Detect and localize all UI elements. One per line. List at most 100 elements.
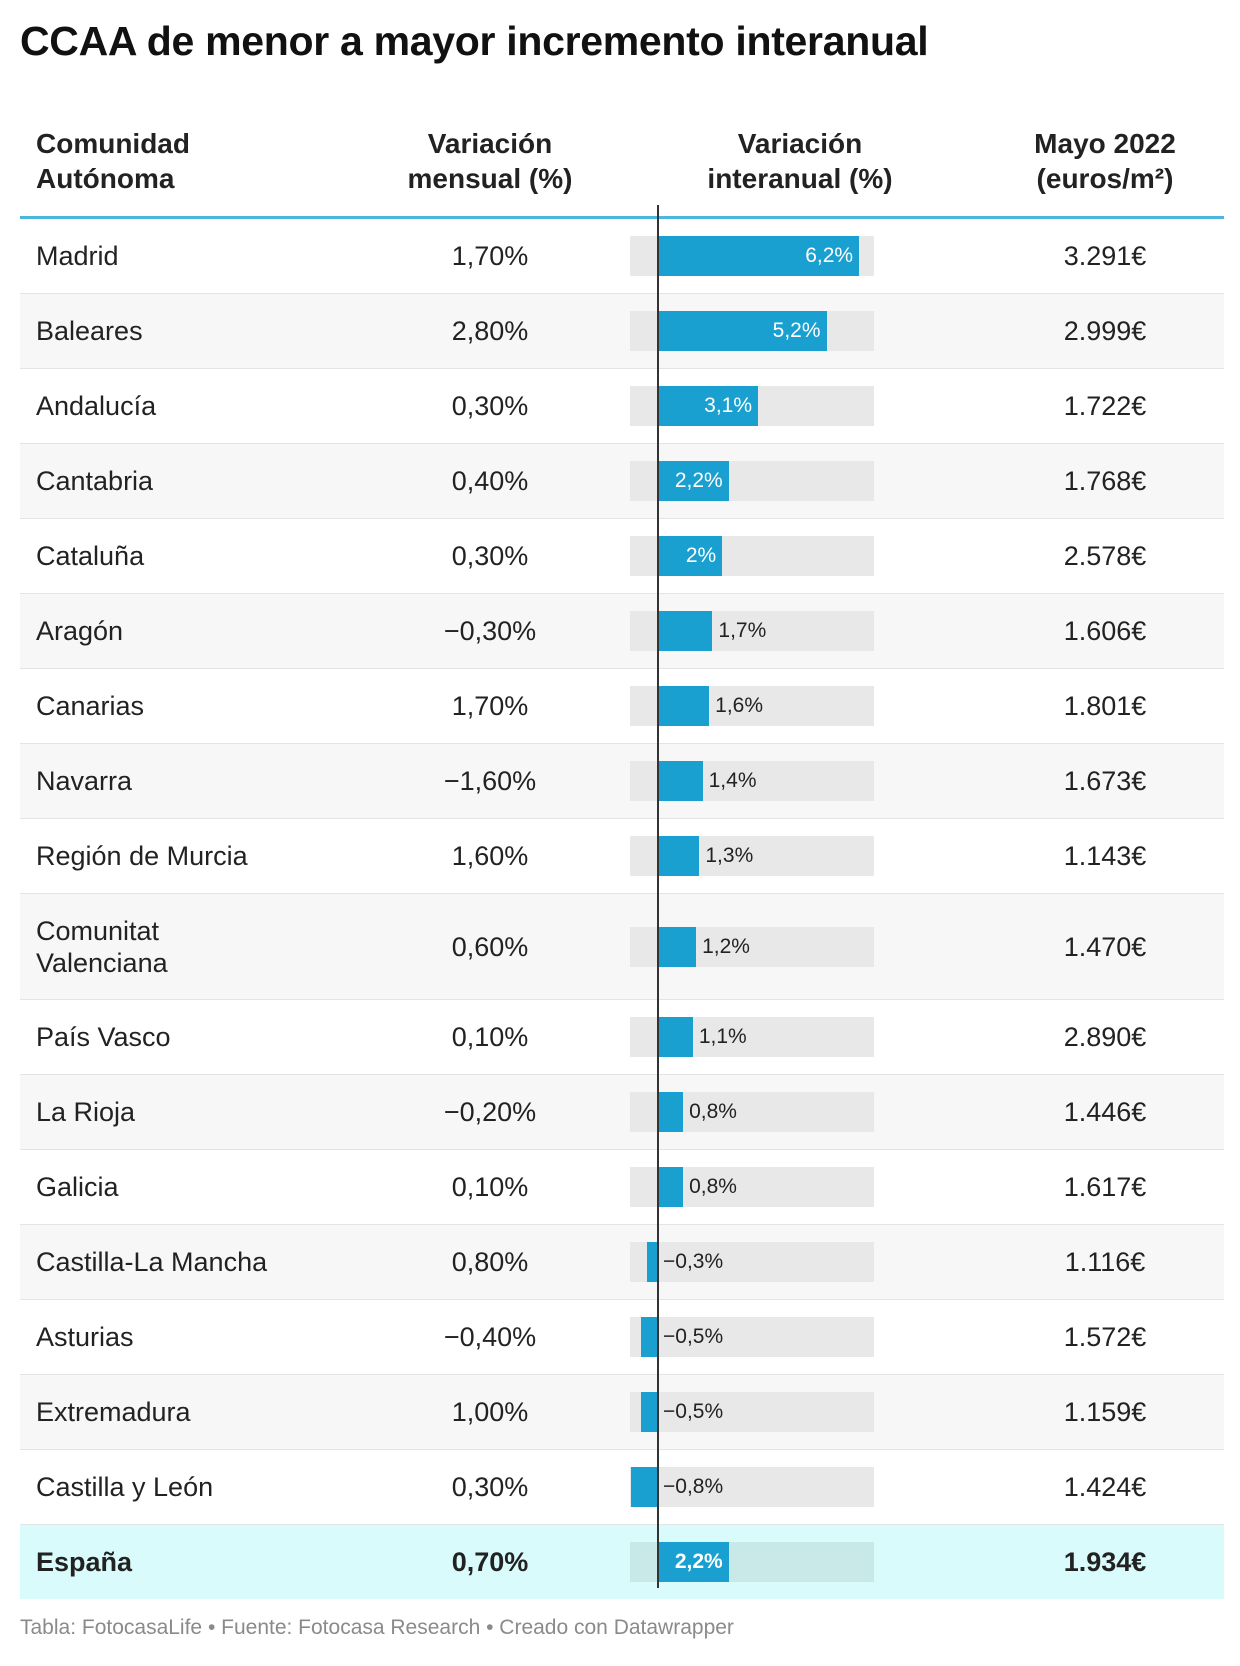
cell-precio: 1.143€ bbox=[1063, 841, 1147, 871]
cell-variacion-mensual: 0,40% bbox=[451, 466, 529, 496]
header-interanual-line1: Variación bbox=[737, 128, 863, 159]
bar-interanual bbox=[657, 311, 827, 351]
bar-interanual bbox=[657, 1092, 684, 1132]
cell-comunidad: España bbox=[36, 1547, 133, 1577]
bar-value-label: 2% bbox=[685, 544, 717, 567]
header-comunidad-line1: Comunidad bbox=[36, 128, 190, 159]
bar-track bbox=[630, 1467, 874, 1507]
cell-variacion-mensual: 1,70% bbox=[451, 691, 529, 721]
bar-interanual bbox=[657, 686, 710, 726]
bar-interanual bbox=[657, 1017, 693, 1057]
cell-precio: 1.606€ bbox=[1063, 616, 1147, 646]
cell-comunidad: Andalucía bbox=[36, 391, 157, 421]
bar-value-label: 0,8% bbox=[689, 1100, 737, 1123]
table-row-total: España 0,70% 2,2% 1.934€ bbox=[20, 1525, 1224, 1599]
bar-value-label: 6,2% bbox=[805, 244, 854, 267]
table-row: Cataluña 0,30% 2% 2.578€ bbox=[20, 519, 1224, 594]
bar-value-label: 0,8% bbox=[689, 1175, 737, 1198]
cell-variacion-mensual: 1,00% bbox=[451, 1397, 529, 1427]
cell-variacion-mensual: 1,70% bbox=[451, 241, 529, 271]
cell-variacion-mensual: 0,30% bbox=[451, 1472, 529, 1502]
cell-variacion-mensual: 1,60% bbox=[451, 841, 529, 871]
cell-precio: 1.470€ bbox=[1063, 931, 1147, 962]
bar-interanual bbox=[657, 1542, 729, 1582]
cell-precio: 1.801€ bbox=[1063, 691, 1147, 721]
bar-value-label: −0,5% bbox=[663, 1400, 724, 1423]
header-precio-line2: (euros/m²) bbox=[1036, 163, 1174, 194]
cell-variacion-mensual: −0,40% bbox=[443, 1322, 537, 1352]
bar-value-label: 1,6% bbox=[715, 694, 764, 717]
cell-precio: 3.291€ bbox=[1063, 241, 1147, 271]
cell-variacion-mensual: 0,30% bbox=[451, 541, 529, 571]
cell-comunidad: Extremadura bbox=[36, 1397, 191, 1427]
table-row: Extremadura 1,00% −0,5% 1.159€ bbox=[20, 1375, 1224, 1450]
bar-value-label: 2,2% bbox=[674, 1550, 723, 1573]
bar-value-label: 1,3% bbox=[705, 844, 754, 867]
cell-variacion-mensual: 0,10% bbox=[451, 1172, 529, 1202]
cell-variacion-mensual: 0,10% bbox=[451, 1022, 529, 1052]
cell-comunidad: Cataluña bbox=[36, 541, 145, 571]
bar-track bbox=[630, 1242, 874, 1282]
bar-interanual bbox=[657, 761, 703, 801]
table-row: Baleares 2,80% 5,2% 2.999€ bbox=[20, 294, 1224, 369]
cell-precio: 1.572€ bbox=[1063, 1322, 1147, 1352]
header-variacion-interanual[interactable]: Variación interanual (%) bbox=[635, 126, 965, 196]
cell-comunidad: Navarra bbox=[36, 766, 133, 796]
table-row: Galicia 0,10% 0,8% 1.617€ bbox=[20, 1150, 1224, 1225]
bar-track bbox=[630, 1317, 874, 1357]
bar-interanual bbox=[657, 836, 700, 876]
table-row: La Rioja −0,20% 0,8% 1.446€ bbox=[20, 1075, 1224, 1150]
table-row: País Vasco 0,10% 1,1% 2.890€ bbox=[20, 1000, 1224, 1075]
bar-value-label: 5,2% bbox=[772, 319, 821, 342]
cell-variacion-mensual: 0,80% bbox=[451, 1247, 529, 1277]
bar-interanual bbox=[657, 236, 860, 276]
footer-credits: Tabla: FotocasaLife • Fuente: Fotocasa R… bbox=[20, 1616, 734, 1639]
header-variacion-mensual[interactable]: Variación mensual (%) bbox=[325, 126, 655, 196]
header-mensual-line1: Variación bbox=[427, 128, 553, 159]
cell-comunidad: Madrid bbox=[36, 241, 119, 271]
table-row: Asturias −0,40% −0,5% 1.572€ bbox=[20, 1300, 1224, 1375]
cell-variacion-mensual: 0,30% bbox=[451, 391, 529, 421]
bar-value-label: 1,7% bbox=[718, 619, 767, 642]
bar-value-label: 1,4% bbox=[708, 769, 757, 792]
bar-interanual bbox=[657, 461, 729, 501]
table-row: Navarra −1,60% 1,4% 1.673€ bbox=[20, 744, 1224, 819]
cell-comunidad-line: Comunitat bbox=[36, 915, 160, 946]
bar-zero-axis bbox=[657, 205, 659, 1588]
bar-value-label: 2,2% bbox=[674, 469, 723, 492]
cell-variacion-mensual: −0,30% bbox=[443, 616, 537, 646]
cell-comunidad: Comunitat Valenciana bbox=[36, 915, 356, 979]
header-mensual-line2: mensual (%) bbox=[407, 163, 573, 194]
header-precio[interactable]: Mayo 2022 (euros/m²) bbox=[940, 126, 1240, 196]
cell-comunidad: Cantabria bbox=[36, 466, 154, 496]
cell-comunidad-line: Valenciana bbox=[36, 947, 168, 978]
bar-value-label: −0,3% bbox=[663, 1250, 724, 1273]
cell-comunidad: Asturias bbox=[36, 1322, 134, 1352]
data-table: Comunidad Autónoma Variación mensual (%)… bbox=[20, 120, 1224, 1599]
cell-comunidad: Aragón bbox=[36, 616, 124, 646]
table-row: Región de Murcia 1,60% 1,3% 1.143€ bbox=[20, 819, 1224, 894]
bar-interanual bbox=[647, 1242, 657, 1282]
cell-precio: 1.673€ bbox=[1063, 766, 1147, 796]
cell-precio: 1.424€ bbox=[1063, 1472, 1147, 1502]
cell-comunidad: Región de Murcia bbox=[36, 841, 248, 871]
header-comunidad-line2: Autónoma bbox=[36, 163, 175, 194]
cell-precio: 1.722€ bbox=[1063, 391, 1147, 421]
bar-interanual bbox=[657, 1167, 684, 1207]
bar-interanual bbox=[640, 1392, 657, 1432]
cell-comunidad: Galicia bbox=[36, 1172, 119, 1202]
cell-precio: 1.446€ bbox=[1063, 1097, 1147, 1127]
cell-variacion-mensual: −0,20% bbox=[443, 1097, 537, 1127]
cell-precio: 1.159€ bbox=[1063, 1397, 1147, 1427]
header-comunidad[interactable]: Comunidad Autónoma bbox=[36, 126, 356, 196]
header-interanual-line2: interanual (%) bbox=[707, 163, 893, 194]
bar-interanual bbox=[657, 611, 713, 651]
bar-value-label: 1,1% bbox=[698, 1025, 747, 1048]
bar-interanual bbox=[657, 536, 723, 576]
table-header: Comunidad Autónoma Variación mensual (%)… bbox=[20, 120, 1224, 219]
bar-interanual bbox=[657, 386, 759, 426]
table-body: Madrid 1,70% 6,2% 3.291€ Baleares 2,80% 5,2% 2.… bbox=[20, 219, 1224, 1599]
cell-precio: 1.768€ bbox=[1063, 466, 1147, 496]
cell-variacion-mensual: 0,60% bbox=[451, 931, 529, 962]
cell-comunidad: Castilla-La Mancha bbox=[36, 1247, 268, 1277]
